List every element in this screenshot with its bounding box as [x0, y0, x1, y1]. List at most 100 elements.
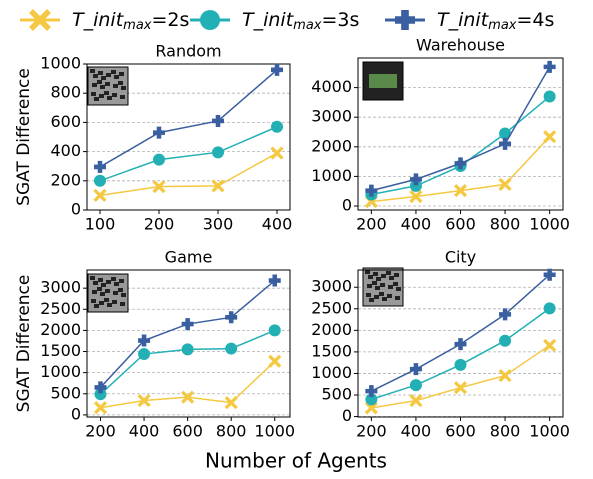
marker	[182, 343, 194, 355]
y-tick-label: 0	[342, 406, 352, 425]
map-inset-shelves	[369, 74, 397, 88]
map-inset-block	[389, 276, 394, 280]
y-axis-label: SGAT Difference	[14, 68, 34, 206]
marker	[94, 175, 106, 187]
y-tick-label: 1000	[311, 363, 352, 382]
x-tick-label: 800	[490, 215, 521, 234]
map-inset	[88, 67, 128, 105]
x-tick-label: 400	[401, 215, 432, 234]
marker	[272, 148, 283, 159]
y-tick-label: 1500	[40, 341, 81, 360]
map-inset-block	[92, 83, 97, 87]
map-inset-block	[99, 94, 104, 98]
x-tick-label: 200	[356, 215, 387, 234]
marker	[455, 359, 467, 371]
x-tick-label: 400	[401, 422, 432, 441]
legend-text: T_init	[437, 9, 490, 31]
y-tick-label: 2000	[40, 320, 81, 339]
map-inset-block	[114, 75, 119, 79]
map-inset-block	[90, 276, 95, 280]
map-inset-block	[118, 288, 123, 292]
x-tick-label: 300	[203, 215, 234, 234]
series-line	[101, 330, 275, 394]
map-inset-block	[119, 72, 124, 76]
map-inset-block	[106, 73, 111, 77]
x-tick-label: 1000	[254, 422, 295, 441]
marker	[410, 379, 422, 391]
legend-rest: =3s	[321, 9, 359, 31]
map-inset-block	[112, 93, 117, 97]
subplot-title: Random	[155, 42, 221, 61]
map-inset-block	[367, 284, 372, 288]
map-inset-block	[381, 274, 386, 278]
legend-marker	[395, 10, 415, 30]
x-axis-label: Number of Agents	[205, 449, 387, 473]
marker	[500, 370, 511, 381]
map-inset-block	[107, 303, 112, 307]
map-inset-block	[366, 293, 371, 297]
marker	[544, 90, 556, 102]
map-inset-block	[99, 301, 104, 305]
map-inset-block	[388, 285, 393, 289]
series-line	[100, 153, 277, 195]
marker	[182, 318, 194, 330]
y-tick-label: 2000	[311, 320, 352, 339]
marker	[153, 127, 165, 139]
map-inset-block	[90, 69, 95, 73]
series-line	[371, 345, 549, 408]
marker	[269, 324, 281, 336]
legend-sub: max	[488, 18, 517, 33]
x-tick-label: 800	[216, 422, 247, 441]
map-inset-block	[111, 70, 116, 74]
legend-label: T_initmax=4s	[437, 9, 554, 33]
y-tick-label: 1000	[40, 54, 81, 73]
map-inset	[363, 62, 403, 100]
marker	[544, 131, 555, 142]
map-inset-block	[365, 270, 370, 274]
legend-label: T_initmax=3s	[242, 9, 359, 33]
map-inset-block	[93, 74, 98, 78]
map-inset-block	[100, 85, 105, 89]
y-tick-label: 500	[50, 383, 81, 402]
x-tick-label: 200	[85, 422, 116, 441]
marker	[544, 340, 555, 351]
map-inset	[88, 274, 128, 312]
legend-text: T_init	[72, 9, 125, 31]
y-tick-label: 3000	[40, 278, 81, 297]
map-inset-block	[113, 291, 118, 295]
map-inset-block	[376, 277, 381, 281]
y-tick-label: 4000	[311, 77, 352, 96]
y-tick-label: 200	[50, 170, 81, 189]
y-tick-label: 400	[50, 141, 81, 160]
map-inset-block	[121, 86, 126, 90]
marker	[94, 161, 106, 173]
x-tick-label: 400	[129, 422, 160, 441]
x-tick-label: 600	[445, 422, 476, 441]
map-inset-block	[393, 282, 398, 286]
map-inset-block	[114, 282, 119, 286]
map-inset-block	[382, 297, 387, 301]
map-inset	[363, 268, 403, 306]
map-inset-block	[395, 296, 400, 300]
y-tick-label: 3000	[311, 107, 352, 126]
map-inset-block	[113, 84, 118, 88]
map-inset-block	[100, 292, 105, 296]
y-tick-label: 2500	[40, 299, 81, 318]
legend-text: T_init	[242, 9, 295, 31]
map-inset-block	[386, 271, 391, 275]
x-tick-label: 100	[85, 215, 116, 234]
map-inset-block	[97, 287, 102, 291]
map-inset-block	[97, 80, 102, 84]
map-inset-block	[379, 292, 384, 296]
subplot-title: Game	[165, 248, 213, 267]
marker	[455, 338, 467, 350]
series-line	[371, 96, 549, 194]
figure: Number of Agents T_initmax=2sT_initmax=3…	[0, 0, 593, 479]
map-inset-block	[94, 97, 99, 101]
marker	[271, 121, 283, 133]
legend-sub: max	[123, 18, 152, 33]
map-inset-block	[374, 295, 379, 299]
marker	[138, 348, 150, 360]
map-inset-block	[119, 279, 124, 283]
y-tick-label: 800	[50, 83, 81, 102]
